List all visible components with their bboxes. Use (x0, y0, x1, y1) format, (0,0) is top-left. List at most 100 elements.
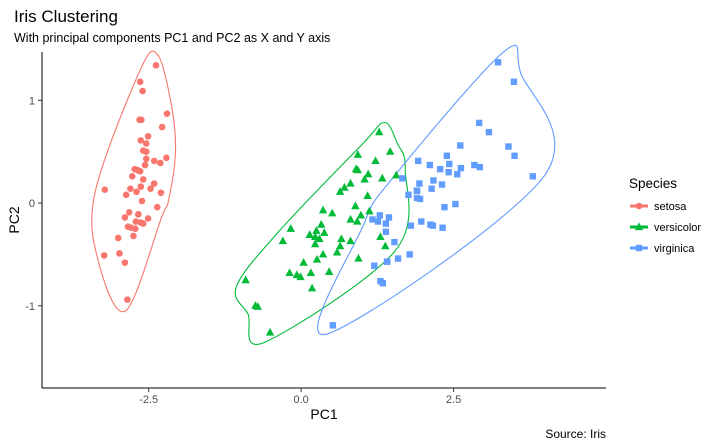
data-points (100, 59, 537, 336)
data-point-versicolor (392, 170, 401, 179)
data-point-versicolor (346, 236, 355, 245)
data-point-setosa (100, 252, 108, 259)
data-point-setosa (131, 225, 139, 233)
data-point-setosa (157, 189, 165, 197)
x-tick-label: -2.5 (139, 394, 158, 406)
data-point-virginica (430, 177, 437, 184)
data-point-versicolor (241, 275, 250, 284)
data-point-versicolor (365, 206, 374, 215)
data-point-versicolor (356, 210, 366, 219)
data-point-virginica (374, 218, 382, 225)
legend-label: versicolor (654, 222, 701, 234)
data-point-versicolor (318, 205, 328, 214)
data-point-virginica (510, 78, 518, 85)
data-point-versicolor (299, 258, 308, 266)
y-axis-title: PC2 (6, 206, 22, 233)
data-point-setosa (130, 232, 137, 240)
data-point-virginica (376, 212, 383, 219)
data-point-virginica (505, 143, 512, 150)
data-point-virginica (371, 262, 378, 269)
data-point-setosa (142, 140, 150, 147)
data-point-virginica (439, 224, 446, 231)
data-point-setosa (121, 214, 129, 221)
data-point-virginica (475, 119, 483, 127)
data-point-versicolor (317, 220, 326, 228)
data-point-versicolor (285, 268, 294, 277)
data-point-versicolor (328, 208, 337, 217)
data-point-setosa (150, 180, 158, 187)
data-point-virginica (443, 152, 451, 159)
legend: Species setosa versicolor virginica (629, 176, 701, 255)
x-tick-label: 2.5 (446, 394, 461, 406)
data-point-setosa (139, 220, 147, 227)
data-point-setosa (124, 223, 132, 230)
data-point-virginica (418, 218, 425, 225)
legend-item-virginica: virginica (630, 243, 695, 255)
data-point-setosa (125, 208, 133, 216)
y-tick-label: -1 (25, 301, 35, 313)
data-point-setosa (163, 154, 170, 162)
data-point-versicolor (312, 254, 322, 263)
data-point-setosa (137, 137, 145, 144)
data-point-virginica (377, 277, 384, 285)
y-axis-ticks: 1 0 -1 (25, 95, 42, 313)
data-point-virginica (407, 222, 415, 229)
data-point-virginica (454, 171, 461, 178)
data-point-versicolor (353, 150, 363, 158)
series-virginica (329, 59, 537, 329)
chart-title: Iris Clustering (14, 7, 118, 26)
data-point-virginica (429, 222, 437, 229)
data-point-setosa (139, 87, 146, 95)
data-point-virginica (494, 59, 502, 66)
series-versicolor (241, 127, 401, 336)
data-point-virginica (405, 191, 412, 199)
data-point-setosa (136, 78, 144, 86)
y-tick-label: 0 (29, 198, 35, 210)
data-point-virginica (446, 160, 453, 168)
chart-subtitle: With principal components PC1 and PC2 as… (14, 31, 330, 45)
data-point-setosa (141, 161, 149, 169)
legend-key-marker (635, 202, 643, 210)
cluster-hull-setosa (91, 50, 177, 313)
data-point-setosa (114, 234, 122, 242)
data-point-versicolor (310, 239, 320, 248)
x-tick-label: 0.0 (293, 394, 308, 406)
data-point-versicolor (346, 178, 355, 187)
data-point-setosa (142, 155, 150, 163)
data-point-virginica (406, 251, 413, 258)
data-point-virginica (511, 152, 518, 159)
data-point-virginica (382, 228, 390, 236)
data-point-virginica (385, 214, 393, 221)
data-point-versicolor (346, 214, 355, 223)
data-point-versicolor (310, 232, 320, 241)
data-point-versicolor (354, 253, 363, 262)
data-point-virginica (399, 175, 406, 182)
data-point-versicolor (292, 270, 302, 279)
data-point-setosa (150, 157, 158, 165)
data-point-versicolor (315, 234, 324, 243)
data-point-versicolor (324, 267, 334, 275)
data-point-setosa (133, 188, 140, 196)
data-point-versicolor (351, 201, 360, 210)
data-point-setosa (122, 191, 130, 199)
data-point-setosa (101, 186, 109, 193)
data-point-versicolor (364, 169, 373, 178)
data-point-virginica (383, 258, 391, 265)
cluster-hulls (91, 44, 556, 345)
data-point-virginica (426, 161, 433, 169)
data-point-setosa (163, 110, 171, 117)
cluster-hull-virginica (317, 44, 556, 335)
data-point-setosa (127, 185, 134, 192)
data-point-versicolor (318, 249, 328, 258)
data-point-setosa (144, 215, 152, 222)
data-point-virginica (436, 165, 444, 173)
data-point-virginica (394, 255, 402, 262)
data-point-virginica (428, 185, 435, 192)
data-point-versicolor (278, 236, 288, 245)
data-point-virginica (382, 220, 390, 227)
cluster-hull-versicolor (234, 121, 410, 345)
data-point-versicolor (378, 173, 387, 182)
data-point-virginica (369, 216, 376, 223)
data-point-virginica (329, 322, 337, 329)
